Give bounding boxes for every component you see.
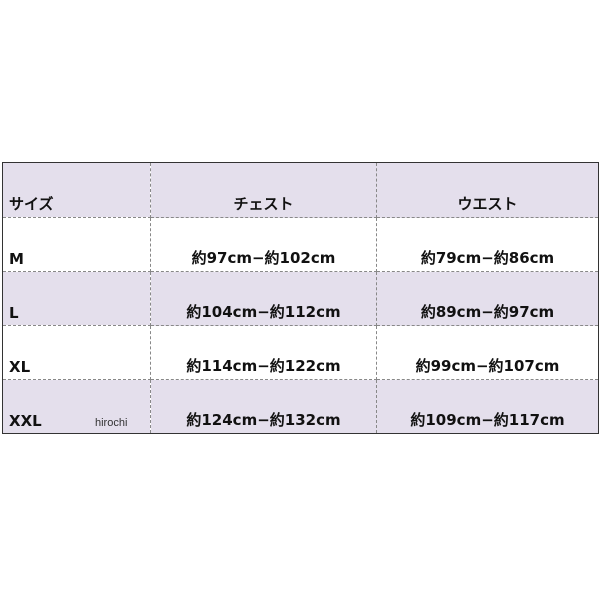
watermark: hirochi xyxy=(95,417,128,429)
size-label: XXL xyxy=(9,412,42,430)
table-row: XL 約114cm−約122cm 約99cm−約107cm xyxy=(2,325,599,380)
header-row: サイズ チェスト ウエスト xyxy=(2,162,599,218)
waist-cell: 約109cm−約117cm xyxy=(376,379,599,434)
waist-cell: 約99cm−約107cm xyxy=(376,325,599,380)
header-waist: ウエスト xyxy=(376,162,599,218)
chest-cell: 約104cm−約112cm xyxy=(150,271,377,326)
waist-cell: 約89cm−約97cm xyxy=(376,271,599,326)
header-chest: チェスト xyxy=(150,162,377,218)
size-cell: XL xyxy=(2,325,151,380)
header-size: サイズ xyxy=(2,162,151,218)
size-chart-table: サイズ チェスト ウエスト M 約97cm−約102cm 約79cm−約86cm… xyxy=(2,162,599,434)
size-cell: M xyxy=(2,217,151,272)
table-row: L 約104cm−約112cm 約89cm−約97cm xyxy=(2,271,599,326)
size-cell: L xyxy=(2,271,151,326)
table-row: M 約97cm−約102cm 約79cm−約86cm xyxy=(2,217,599,272)
chest-cell: 約114cm−約122cm xyxy=(150,325,377,380)
size-cell-with-watermark: XXL hirochi xyxy=(2,379,151,434)
waist-cell: 約79cm−約86cm xyxy=(376,217,599,272)
chest-cell: 約124cm−約132cm xyxy=(150,379,377,434)
chest-cell: 約97cm−約102cm xyxy=(150,217,377,272)
table-row: XXL hirochi 約124cm−約132cm 約109cm−約117cm xyxy=(2,379,599,434)
